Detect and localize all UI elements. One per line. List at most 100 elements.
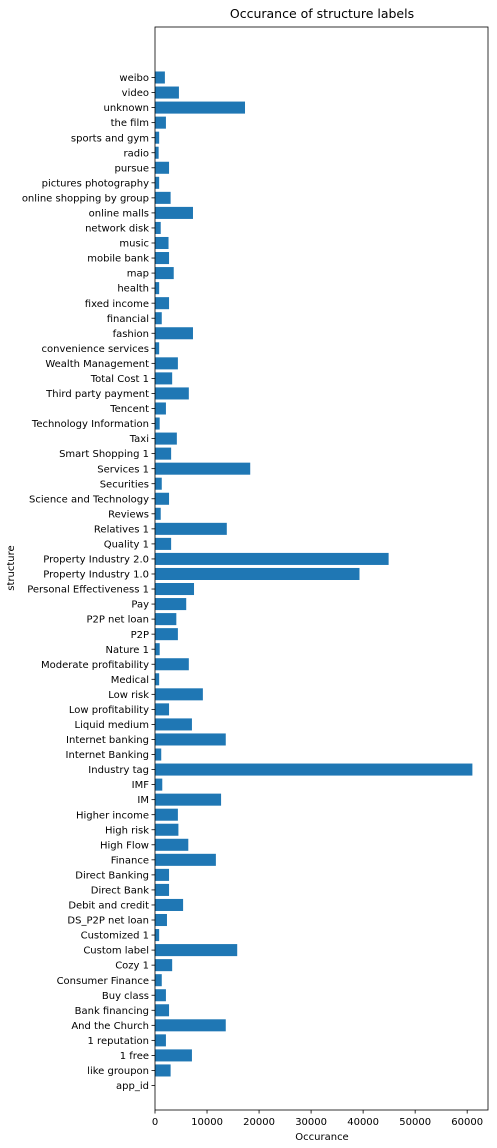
- y-tick-label: P2P: [131, 630, 149, 641]
- bar: [155, 146, 159, 159]
- y-tick-label: High risk: [105, 825, 149, 836]
- bar: [155, 883, 170, 896]
- y-tick-label: pictures photography: [42, 178, 149, 189]
- y-tick-label: like groupon: [87, 1066, 149, 1077]
- y-tick-label: the film: [111, 118, 149, 129]
- bar: [155, 221, 161, 234]
- y-tick-label: Services 1: [97, 464, 149, 475]
- y-tick-label: DS_P2P net loan: [67, 916, 149, 927]
- y-tick-label: Property Industry 1.0: [43, 570, 149, 581]
- y-tick-label: Science and Technology: [29, 494, 149, 505]
- y-tick-label: sports and gym: [71, 133, 149, 144]
- x-tick-label: 40000: [347, 1117, 379, 1128]
- x-tick-label: 50000: [399, 1117, 431, 1128]
- y-tick-label: Higher income: [76, 810, 149, 821]
- bar: [155, 432, 177, 445]
- bar: [155, 838, 189, 851]
- bar: [155, 778, 163, 791]
- x-tick-label: 20000: [243, 1117, 275, 1128]
- bar: [155, 853, 216, 866]
- bar: [155, 733, 226, 746]
- bar: [155, 748, 162, 761]
- bar: [155, 944, 238, 957]
- y-ticks-group: app_id like groupon 1 free 1 reputation And …: [22, 73, 155, 1092]
- bar: [155, 598, 187, 611]
- y-tick-label: Securities: [100, 479, 149, 490]
- y-tick-label: Finance: [111, 855, 149, 866]
- bar: [155, 688, 203, 701]
- bar: [155, 447, 172, 460]
- y-tick-label: network disk: [85, 224, 149, 235]
- y-tick-label: High Flow: [100, 840, 149, 851]
- x-axis-label: Occurance: [295, 1132, 348, 1143]
- y-tick-label: Direct Bank: [91, 886, 149, 897]
- bar: [155, 793, 222, 806]
- bar: [155, 86, 179, 99]
- y-tick-label: P2P net loan: [86, 615, 149, 626]
- y-tick-label: Reviews: [108, 509, 149, 520]
- y-tick-label: fixed income: [85, 299, 149, 310]
- x-ticks-group: 0 10000 20000 30000 40000 50000 60000: [152, 1110, 483, 1128]
- bar: [155, 929, 160, 942]
- y-tick-label: IM: [137, 795, 149, 806]
- bar: [155, 537, 172, 550]
- bar: [155, 1049, 192, 1062]
- y-tick-label: Taxi: [129, 434, 149, 445]
- y-tick-label: Buy class: [102, 991, 149, 1002]
- bar: [155, 673, 160, 686]
- y-tick-label: Tencent: [109, 404, 149, 415]
- y-tick-label: IMF: [132, 780, 150, 791]
- y-tick-label: Debit and credit: [68, 901, 149, 912]
- bar: [155, 267, 174, 280]
- bar: [155, 282, 160, 295]
- y-tick-label: 1 free: [120, 1051, 149, 1062]
- y-tick-label: Internet banking: [66, 735, 149, 746]
- bar: [155, 206, 193, 219]
- y-tick-label: fashion: [113, 329, 149, 340]
- y-tick-label: Nature 1: [106, 645, 149, 656]
- bar: [155, 703, 170, 716]
- y-tick-label: online malls: [89, 209, 149, 220]
- bar: [155, 613, 177, 626]
- bar: [155, 583, 195, 596]
- bar: [155, 417, 160, 430]
- bar: [155, 387, 189, 400]
- axes-frame: [154, 26, 489, 1111]
- y-tick-label: Medical: [111, 675, 149, 686]
- bar: [155, 372, 173, 385]
- bar: [155, 327, 193, 340]
- bar: [155, 101, 246, 114]
- y-tick-label: app_id: [116, 1081, 149, 1092]
- bar: [155, 522, 227, 535]
- y-tick-label: video: [122, 88, 149, 99]
- bar: [155, 176, 160, 189]
- y-tick-label: Low profitability: [69, 705, 149, 716]
- bar: [155, 342, 160, 355]
- y-tick-label: Internet Banking: [66, 750, 149, 761]
- bar: [155, 718, 192, 731]
- y-tick-label: And the Church: [71, 1021, 149, 1032]
- y-tick-label: Custom label: [83, 946, 149, 957]
- bar: [155, 643, 160, 656]
- bar: [155, 808, 178, 821]
- bar: [155, 402, 166, 415]
- y-tick-label: 1 reputation: [88, 1036, 149, 1047]
- y-tick-label: Technology Information: [31, 419, 149, 430]
- bars-group: [155, 71, 473, 1077]
- bar: [155, 507, 161, 520]
- y-tick-label: Personal Effectiveness 1: [27, 585, 149, 596]
- bar: [155, 1034, 166, 1047]
- bar: [155, 959, 173, 972]
- y-tick-label: convenience services: [42, 344, 150, 355]
- y-tick-label: music: [119, 239, 149, 250]
- y-axis-label: structure: [6, 545, 17, 590]
- bar: [155, 898, 184, 911]
- plot-border: [154, 26, 489, 1111]
- x-tick-label: 0: [152, 1117, 158, 1128]
- y-tick-label: weibo: [119, 73, 149, 84]
- bar: [155, 823, 179, 836]
- x-tick-label: 60000: [451, 1117, 483, 1128]
- bar: [155, 658, 189, 671]
- bar: [155, 913, 167, 927]
